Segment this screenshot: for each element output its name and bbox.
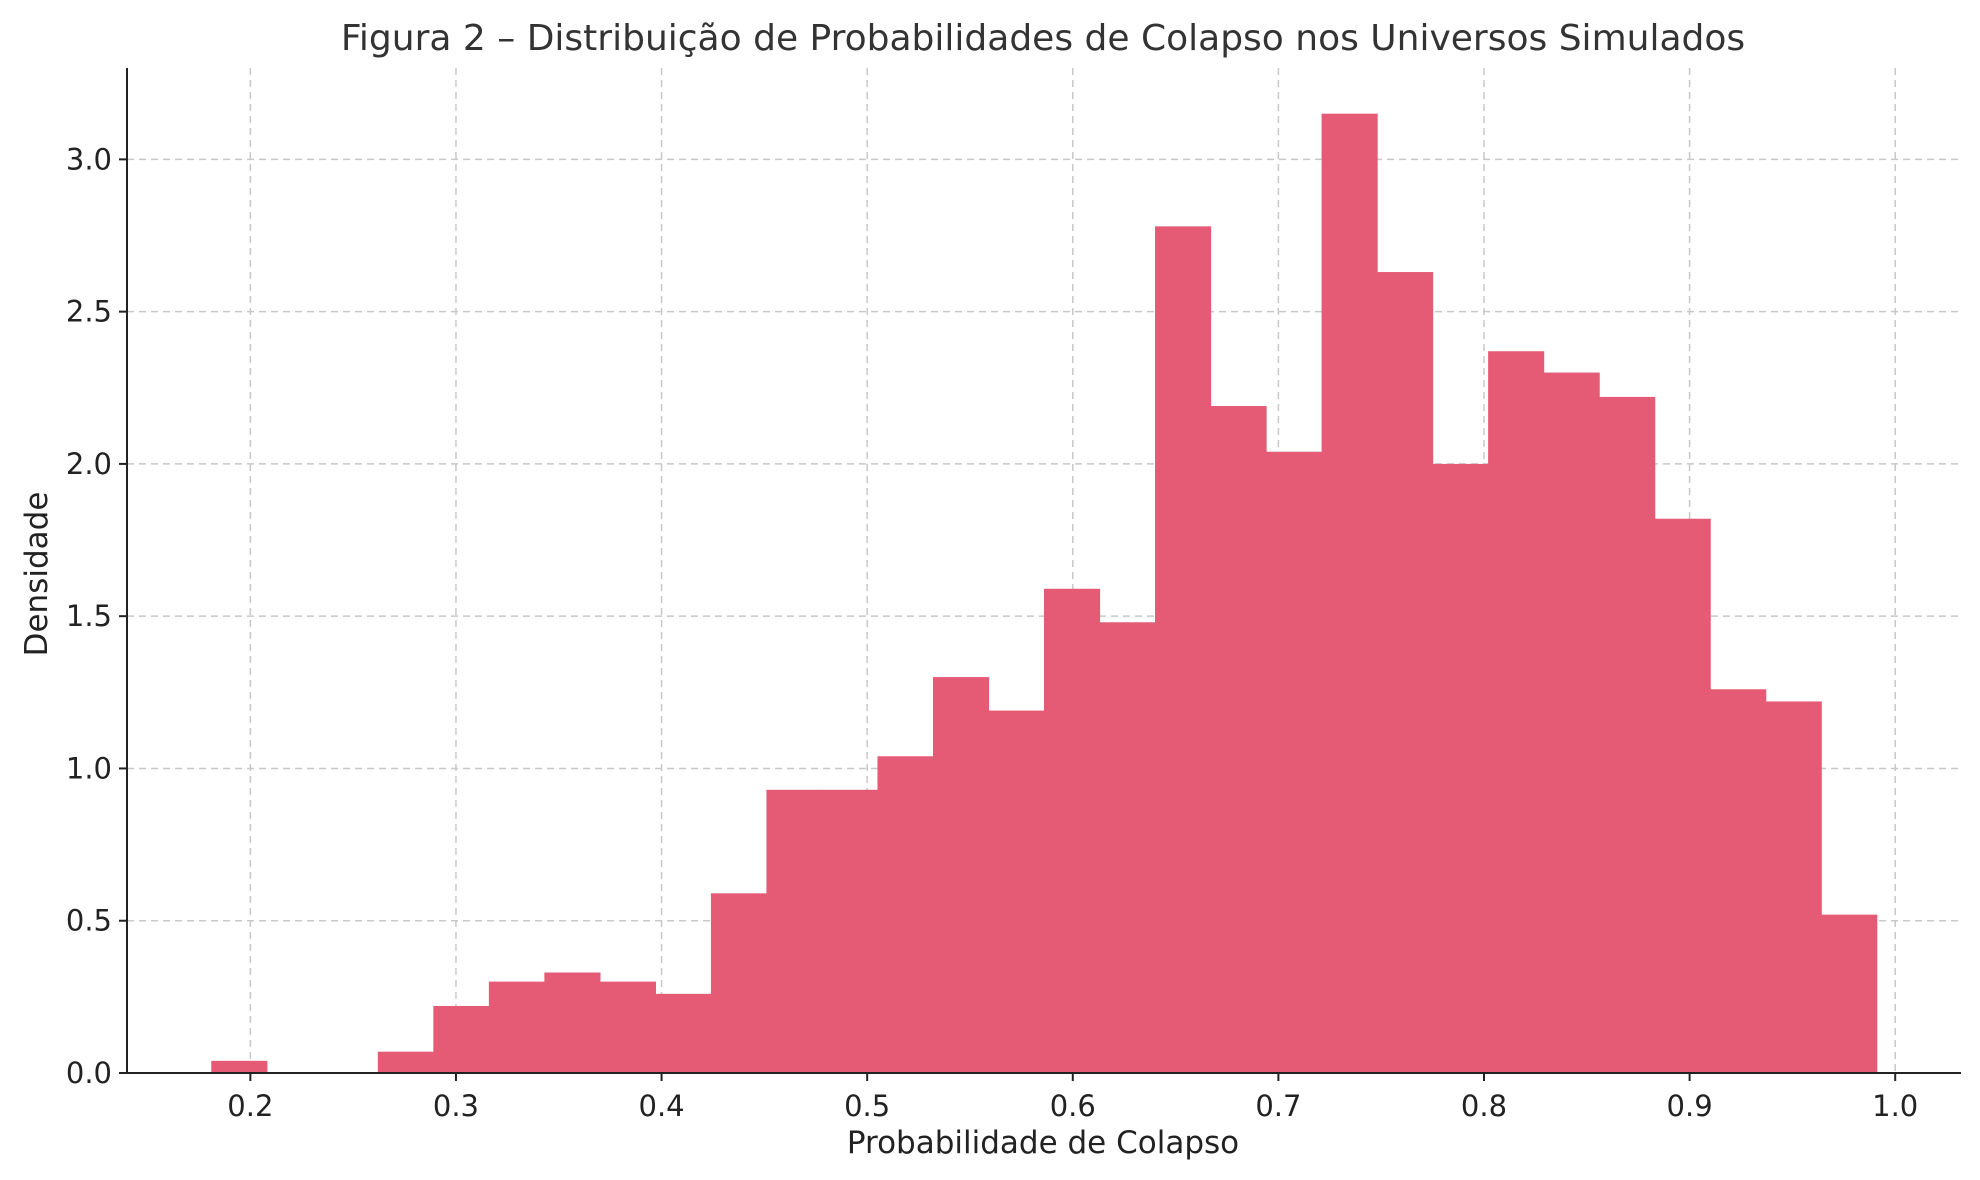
y-tick-label: 0.5 xyxy=(66,904,112,938)
x-tick-label: 0.3 xyxy=(433,1089,479,1123)
x-tick-label: 0.7 xyxy=(1255,1089,1301,1123)
y-tick-label: 0.0 xyxy=(66,1056,112,1090)
y-tick-label: 1.0 xyxy=(66,751,112,785)
histogram-bar-14 xyxy=(988,710,1045,1073)
histogram-bar-25 xyxy=(1599,396,1656,1074)
histogram-bar-21 xyxy=(1377,272,1434,1074)
x-tick-label: 1.0 xyxy=(1872,1089,1918,1123)
x-tick-label: 0.6 xyxy=(1050,1089,1096,1123)
histogram-bar-4 xyxy=(433,1006,490,1073)
histogram-bar-29 xyxy=(1821,914,1878,1073)
histogram-bar-16 xyxy=(1099,622,1156,1073)
x-tick-label: 0.9 xyxy=(1667,1089,1713,1123)
histogram-bar-8 xyxy=(655,993,712,1073)
x-tick-label: 0.2 xyxy=(227,1089,273,1123)
histogram-bar-12 xyxy=(877,756,934,1073)
y-tick-label: 1.5 xyxy=(66,599,112,633)
x-tick-label: 0.4 xyxy=(639,1089,685,1123)
histogram-bar-17 xyxy=(1155,226,1212,1073)
histogram-bar-6 xyxy=(544,972,601,1073)
histogram-bar-19 xyxy=(1266,451,1323,1073)
histogram-bar-7 xyxy=(599,981,657,1073)
axes-layer: 0.2 0.3 0.4 0.5 0.6 0.7 0.8 0.9 1.0 0.0 0.5 1.0 1.5 2… xyxy=(66,68,1961,1123)
histogram-bar-20 xyxy=(1321,113,1378,1073)
histogram-bar-9 xyxy=(710,893,768,1073)
y-tick-label: 3.0 xyxy=(66,142,112,176)
histogram-bar-3 xyxy=(377,1051,434,1073)
histogram-bar-5 xyxy=(488,981,545,1073)
x-tick-label: 0.8 xyxy=(1461,1089,1507,1123)
histogram-bar-10 xyxy=(766,789,823,1073)
bars-layer xyxy=(211,113,1878,1074)
chart-title: Figura 2 – Distribuição de Probabilidade… xyxy=(341,18,1745,59)
y-axis-label: Densidade xyxy=(19,492,55,657)
histogram-bar-23 xyxy=(1488,351,1545,1073)
histogram-bar-13 xyxy=(932,677,990,1073)
histogram-bar-0 xyxy=(211,1060,268,1073)
y-tick-label: 2.5 xyxy=(66,295,112,329)
histogram-bar-18 xyxy=(1210,406,1267,1074)
y-tick-label: 2.0 xyxy=(66,447,112,481)
histogram-bar-22 xyxy=(1432,463,1489,1074)
histogram-bar-28 xyxy=(1765,701,1822,1073)
histogram-bar-26 xyxy=(1654,518,1711,1073)
histogram-bar-15 xyxy=(1044,588,1101,1073)
x-tick-label: 0.5 xyxy=(844,1089,890,1123)
histogram-bar-24 xyxy=(1543,372,1600,1074)
x-axis-label: Probabilidade de Colapso xyxy=(847,1125,1239,1161)
histogram-bar-11 xyxy=(821,789,879,1073)
histogram-bar-27 xyxy=(1710,689,1767,1073)
